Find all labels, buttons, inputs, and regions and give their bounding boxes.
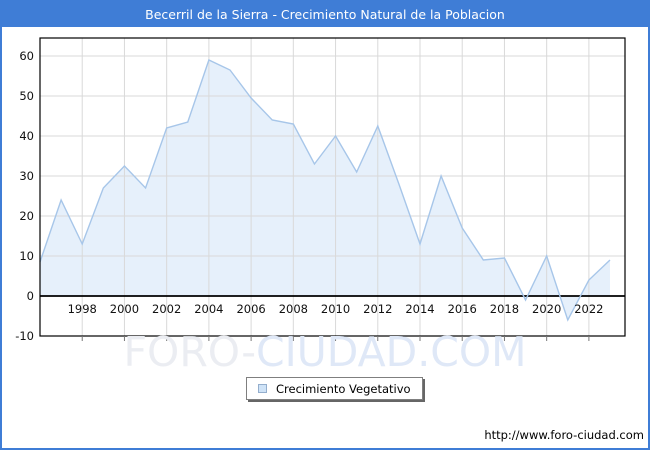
svg-text:1998: 1998 — [68, 302, 97, 316]
svg-text:50: 50 — [19, 89, 34, 103]
svg-text:2016: 2016 — [448, 302, 477, 316]
plot-border — [39, 37, 626, 337]
svg-text:2002: 2002 — [152, 302, 181, 316]
svg-text:2012: 2012 — [363, 302, 392, 316]
legend-box: Crecimiento Vegetativo — [246, 377, 423, 400]
svg-text:2004: 2004 — [194, 302, 223, 316]
svg-text:20: 20 — [19, 209, 34, 223]
svg-text:2020: 2020 — [532, 302, 561, 316]
svg-text:40: 40 — [19, 129, 34, 143]
data-line — [39, 59, 611, 322]
legend-swatch-icon — [258, 384, 267, 393]
title-bar: Becerril de la Sierra - Crecimiento Natu… — [2, 2, 648, 27]
area-fill — [40, 60, 610, 320]
svg-text:2000: 2000 — [110, 302, 139, 316]
svg-text:10: 10 — [19, 249, 34, 263]
svg-text:60: 60 — [19, 49, 34, 63]
svg-text:-10: -10 — [15, 329, 34, 343]
svg-text:30: 30 — [19, 169, 34, 183]
y-axis-labels: -10 0 10 20 30 40 50 60 — [15, 49, 34, 343]
svg-text:2006: 2006 — [236, 302, 265, 316]
x-axis-labels: 1998 2000 2002 2004 2006 2008 2010 2012 2014 2016… — [68, 302, 604, 316]
grid-lines — [40, 38, 625, 336]
svg-text:2018: 2018 — [490, 302, 519, 316]
chart-title: Becerril de la Sierra - Crecimiento Natu… — [145, 7, 505, 22]
svg-text:2014: 2014 — [405, 302, 434, 316]
svg-text:2010: 2010 — [321, 302, 350, 316]
legend-label: Crecimiento Vegetativo — [276, 381, 411, 396]
x-axis-ticks — [81, 336, 590, 341]
svg-text:2022: 2022 — [574, 302, 603, 316]
svg-text:0: 0 — [27, 289, 34, 303]
footer-url: http://www.foro-ciudad.com — [484, 428, 644, 442]
svg-text:2008: 2008 — [279, 302, 308, 316]
